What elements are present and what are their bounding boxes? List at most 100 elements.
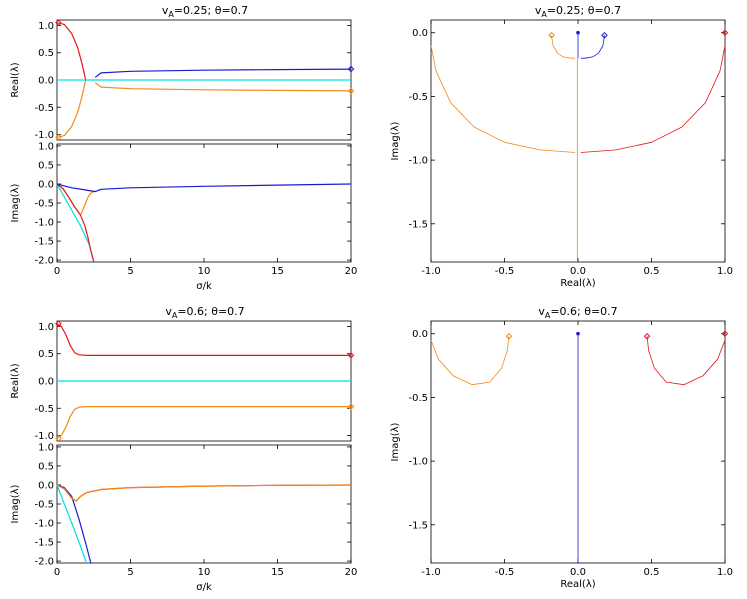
plot-2-xlabel: Real(λ) <box>560 278 595 289</box>
plot-3-imag-xtick-label: 20 <box>345 567 358 578</box>
plot-1: vA=0.25; θ=0.7 Real(λ) 1.0 0.5 0.0 -0.5 -1.0… <box>10 4 357 292</box>
plot-3-real-series-red <box>56 323 351 356</box>
plot-2-xtick-label: 0.0 <box>570 266 586 277</box>
plot-1-imag-xtick-label: 5 <box>127 266 133 277</box>
plot-3-imag-ytick-label: 0.5 <box>38 461 54 472</box>
plot-3-real-marker-1 <box>55 434 62 442</box>
plot-4-xlabel: Real(λ) <box>560 579 595 590</box>
plot-2-marker-2 <box>576 30 580 35</box>
plot-1-imag-panel: Imag(λ) σ/k 1.0 0.5 0.0 -0.5 -1.0 -1.5 -2.00 5 1… <box>10 141 357 292</box>
plot-2-series-red-arc <box>580 45 726 153</box>
plot-2-series-blue-small <box>580 35 605 59</box>
plot-2-marker-3 <box>721 29 729 37</box>
plot-1-imag-xtick-label: 10 <box>198 266 211 277</box>
plot-4-xtick-label: 1.0 <box>717 567 733 578</box>
plot-4-ytick-label: 0.0 <box>412 329 428 340</box>
plot-3-imag-series-red <box>56 484 352 502</box>
plot-1-imag-ytick-label: -1.5 <box>34 237 54 248</box>
plot-1-real-marker-1 <box>55 133 62 141</box>
plot-2-series-orange-arc <box>430 45 576 153</box>
plot-2-xtick-label: 1.0 <box>717 266 733 277</box>
plot-3-imag-series-orange <box>56 484 352 502</box>
plot-1-imag-series-red <box>56 183 95 263</box>
plot-3-real-panel: Real(λ) 1.0 0.5 0.0 -0.5 -1.0 <box>10 320 355 442</box>
plot-2-marker-1 <box>601 31 608 39</box>
plot-1-imag-ylabel: Imag(λ) <box>10 183 21 222</box>
plot-2-series-orange-small <box>551 35 576 59</box>
plot-1-imag-xtick-label: 0 <box>54 266 60 277</box>
plot-1-imag-xtick-label: 15 <box>271 266 284 277</box>
plot-2-ytick-label: -1.0 <box>408 156 428 167</box>
plot-1-real-marker-2 <box>347 65 355 73</box>
plot-1-real-ytick-label: -1.0 <box>34 130 54 141</box>
plot-1-imag-series-blue <box>56 183 352 193</box>
plot-3-title: vA=0.6; θ=0.7 <box>165 305 244 320</box>
plot-1-imag-xtick-label: 20 <box>345 266 358 277</box>
plot-1-real-panel: Real(λ) 1.0 0.5 0.0 -0.5 -1.0 <box>10 19 355 141</box>
plot-4-marker-3 <box>721 330 729 338</box>
plot-4-ylabel: Imag(λ) <box>390 422 401 461</box>
plot-2-ylabel: Imag(λ) <box>390 121 401 160</box>
plot-1-imag-frame <box>56 143 352 263</box>
plot-3-imag-ytick-label: 1.0 <box>38 442 54 453</box>
plot-1-imag-ytick-label: -2.0 <box>34 256 54 267</box>
plot-3-imag-xtick-label: 15 <box>271 567 284 578</box>
plot-3-imag-xtick-label: 10 <box>198 567 211 578</box>
plot-2-ytick-label: -1.5 <box>408 219 428 230</box>
plot-1-real-series-red <box>56 22 87 81</box>
plot-3-imag-xtick-label: 0 <box>54 567 60 578</box>
plot-1-real-series-orange-lower <box>94 82 352 92</box>
plot-3-real-ytick-label: 0.0 <box>38 377 54 388</box>
plot-3-imag-panel: Imag(λ) σ/k 1.0 0.5 0.0 -0.5 -1.0 -1.5 -2.00 5 1… <box>10 442 357 593</box>
plot-4-marker-2 <box>576 331 580 336</box>
plot-1-real-marker-0 <box>55 19 62 27</box>
plot-1-real-ytick-label: -0.5 <box>34 103 54 114</box>
plot-4-xtick-label: -0.5 <box>495 567 515 578</box>
plot-4-marker-0 <box>505 332 513 340</box>
plot-3-imag-series-blue <box>56 484 92 564</box>
plot-1-real-ylabel: Real(λ) <box>10 62 21 97</box>
plot-4-xtick-label: 0.0 <box>570 567 586 578</box>
plot-3-real-ytick-label: -0.5 <box>34 404 54 415</box>
plot-3-xlabel: σ/k <box>196 582 212 593</box>
plot-3-real-marker-3 <box>347 403 355 410</box>
plot-1-imag-ytick-label: 0.5 <box>38 160 54 171</box>
plot-4: vA=0.6; θ=0.7 Imag(λ) Real(λ) 0.0 -0.5 -1.… <box>390 305 733 590</box>
plot-2-title: vA=0.25; θ=0.7 <box>535 4 621 19</box>
plot-1-imag-ytick-label: 1.0 <box>38 141 54 152</box>
plot-1-title: vA=0.25; θ=0.7 <box>162 4 248 19</box>
plot-3: vA=0.6; θ=0.7 Real(λ) 1.00.50.0-0.5-1.0 … <box>10 305 357 593</box>
plot-3-real-series-orange <box>56 406 351 439</box>
plot-4-xtick-label: -1.0 <box>421 567 441 578</box>
plot-3-real-ytick-label: -1.0 <box>34 431 54 442</box>
plot-4-ytick-label: -1.5 <box>408 520 428 531</box>
plot-4-ytick-label: -1.0 <box>408 457 428 468</box>
plot-3-imag-ytick-label: -1.0 <box>34 519 54 530</box>
plot-2-ytick-label: -0.5 <box>408 92 428 103</box>
plot-2-xtick-label: 0.5 <box>644 266 660 277</box>
plot-1-xlabel: σ/k <box>196 281 212 292</box>
plot-3-real-ylabel: Real(λ) <box>10 363 21 398</box>
plot-1-imag-ytick-label: -0.5 <box>34 199 54 210</box>
plot-3-imag-ytick-label: -1.5 <box>34 538 54 549</box>
plot-1-real-marker-3 <box>347 87 355 95</box>
plot-2-marker-0 <box>548 31 555 39</box>
plot-3-imag-xtick-label: 5 <box>127 567 133 578</box>
plot-2-xtick-label: -1.0 <box>421 266 441 277</box>
plot-2-ytick-label: 0.0 <box>412 28 428 39</box>
plot-4-series-red-arc <box>646 336 726 386</box>
plot-3-imag-frame <box>56 444 352 564</box>
plot-3-real-marker-0 <box>55 320 62 328</box>
plot-3-real-marker-2 <box>347 352 355 359</box>
plot-1-imag-ytick-label: 0.0 <box>38 179 54 190</box>
plot-2: vA=0.25; θ=0.7 Imag(λ) Real(λ) 0.0 -0.5 -1… <box>390 4 733 289</box>
plot-3-imag-ytick-label: 0.0 <box>38 480 54 491</box>
plot-1-real-ytick-label: 0.0 <box>38 76 54 87</box>
plot-3-imag-ylabel: Imag(λ) <box>10 484 21 523</box>
plot-2-xtick-label: -0.5 <box>495 266 515 277</box>
plot-4-xtick-label: 0.5 <box>644 567 660 578</box>
plot-4-ytick-label: -0.5 <box>408 393 428 404</box>
plot-1-imag-ytick-label: -1.0 <box>34 218 54 229</box>
plot-3-imag-ytick-label: -0.5 <box>34 500 54 511</box>
plot-3-imag-series-cyan <box>56 484 87 564</box>
